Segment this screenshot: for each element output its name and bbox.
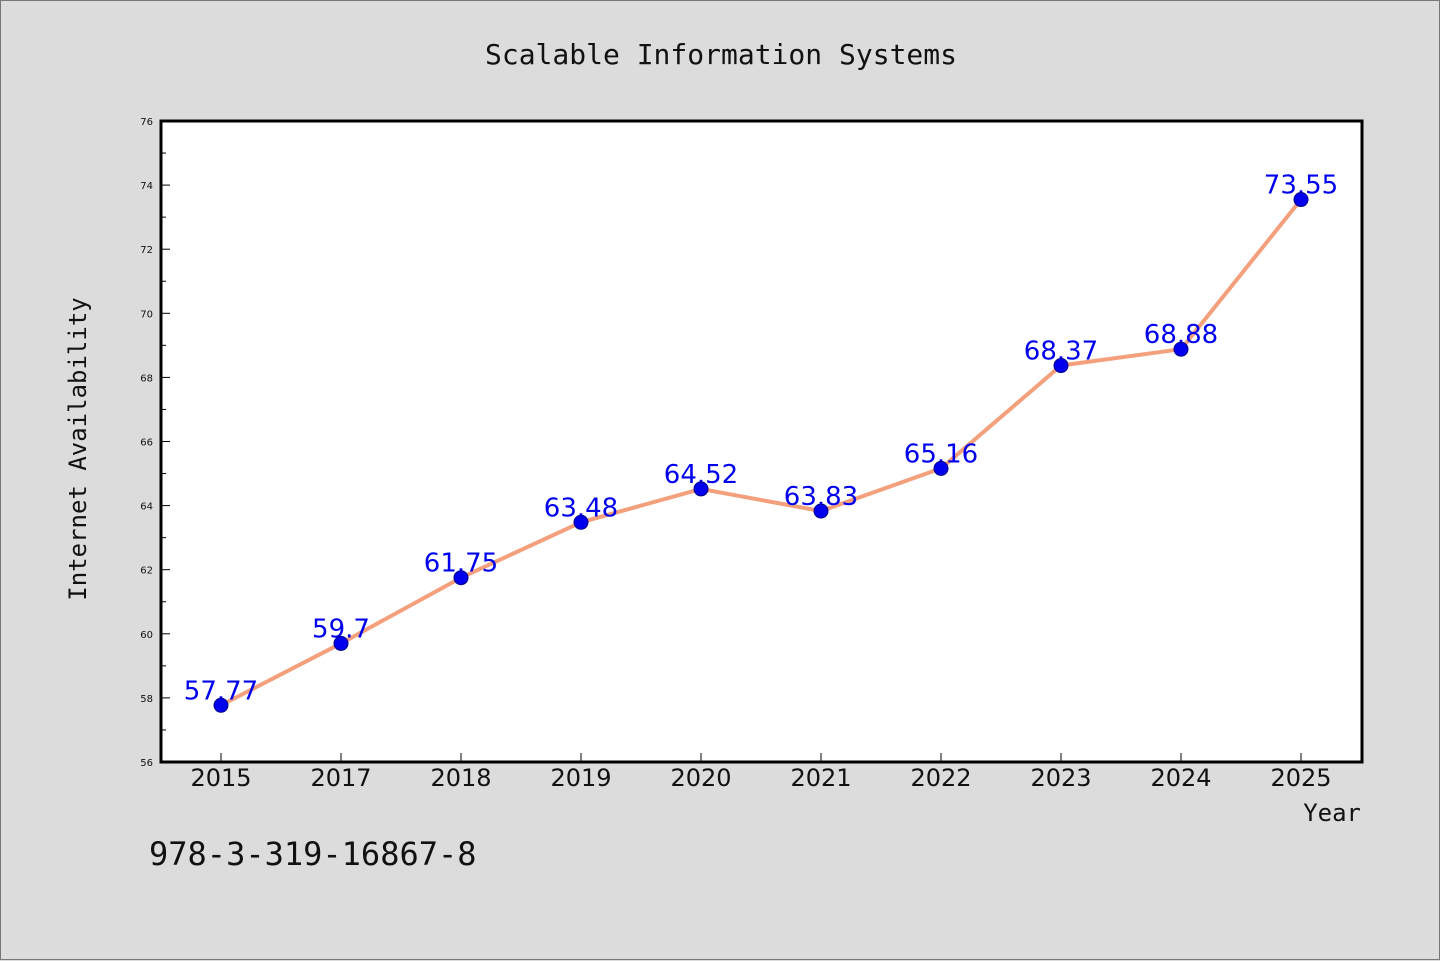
x-tick-label: 2018 [430, 764, 491, 792]
x-tick-label: 2015 [190, 764, 251, 792]
y-tick-label: 68 [140, 373, 153, 384]
y-tick-label: 58 [140, 694, 153, 705]
plot-area [159, 119, 1364, 764]
y-tick-label: 56 [140, 758, 153, 769]
y-axis-label: Internet Availability [64, 297, 92, 600]
y-tick-label: 64 [140, 502, 153, 513]
y-tick-label: 72 [140, 245, 153, 256]
y-tick-label: 76 [140, 117, 153, 128]
data-labels: 57.7759.761.7563.4864.5263.8365.1668.376… [184, 171, 1338, 707]
series-markers [213, 192, 1309, 713]
data-point [453, 570, 469, 586]
data-point [213, 697, 229, 713]
footnote-isbn: 978-3-319-16867-8 [149, 835, 477, 873]
x-tick-label: 2021 [790, 764, 851, 792]
x-tick-label: 2023 [1030, 764, 1091, 792]
data-point [1293, 192, 1309, 208]
data-point [573, 514, 589, 530]
x-tick-label: 2019 [550, 764, 611, 792]
y-tick-label: 62 [140, 566, 153, 577]
y-tick-label: 66 [140, 438, 153, 449]
data-point [333, 635, 349, 651]
data-point [1053, 358, 1069, 374]
data-point [933, 460, 949, 476]
data-point [813, 503, 829, 519]
chart-title: Scalable Information Systems [485, 38, 957, 71]
x-axis: 2015 2017 2018 2019 2020 2021 2022 2023 2024 2025 [190, 753, 1332, 792]
series-line [220, 198, 1303, 708]
y-tick-label: 60 [140, 630, 153, 641]
y-tick-label: 70 [140, 309, 153, 320]
x-tick-label: 2025 [1270, 764, 1331, 792]
x-tick-label: 2020 [670, 764, 731, 792]
x-tick-label: 2024 [1150, 764, 1211, 792]
data-point [693, 481, 709, 497]
x-tick-label: 2022 [910, 764, 971, 792]
y-tick-label: 74 [140, 181, 153, 192]
x-tick-label: 2017 [310, 764, 371, 792]
data-point [1173, 341, 1189, 357]
x-axis-label: Year [1303, 799, 1361, 827]
y-axis: 56 58 60 62 64 66 68 70 72 74 76 [140, 117, 170, 769]
